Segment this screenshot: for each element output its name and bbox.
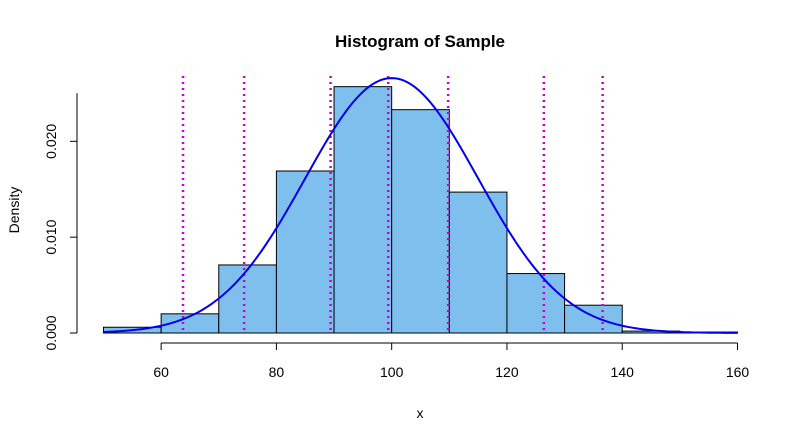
x-tick-label: 160	[726, 364, 750, 380]
y-tick-label: 0.000	[43, 315, 59, 350]
y-tick-label: 0.020	[43, 124, 59, 159]
x-tick-label: 80	[269, 364, 285, 380]
histogram-bar	[333, 86, 393, 334]
x-axis: 60 80 100 120 140 160	[153, 342, 750, 380]
x-tick-label: 120	[495, 364, 519, 380]
histogram-bar	[391, 109, 450, 334]
histogram-bar	[564, 304, 623, 334]
histogram-bar	[275, 170, 335, 334]
x-tick-label: 60	[153, 364, 169, 380]
x-tick-label: 100	[380, 364, 404, 380]
y-axis-label: Density	[6, 187, 22, 234]
x-tick-label: 140	[611, 364, 635, 380]
y-axis: 0.000 0.010 0.020	[43, 93, 78, 351]
histogram-bar	[448, 191, 508, 334]
density-curve	[103, 77, 738, 334]
x-axis-label: x	[417, 405, 424, 421]
histogram-bar	[506, 273, 566, 334]
histogram-bars	[103, 86, 739, 334]
y-tick-label: 0.010	[43, 219, 59, 254]
chart-title: Histogram of Sample	[335, 32, 505, 51]
histogram-bar	[218, 264, 277, 334]
reference-lines	[181, 76, 604, 333]
